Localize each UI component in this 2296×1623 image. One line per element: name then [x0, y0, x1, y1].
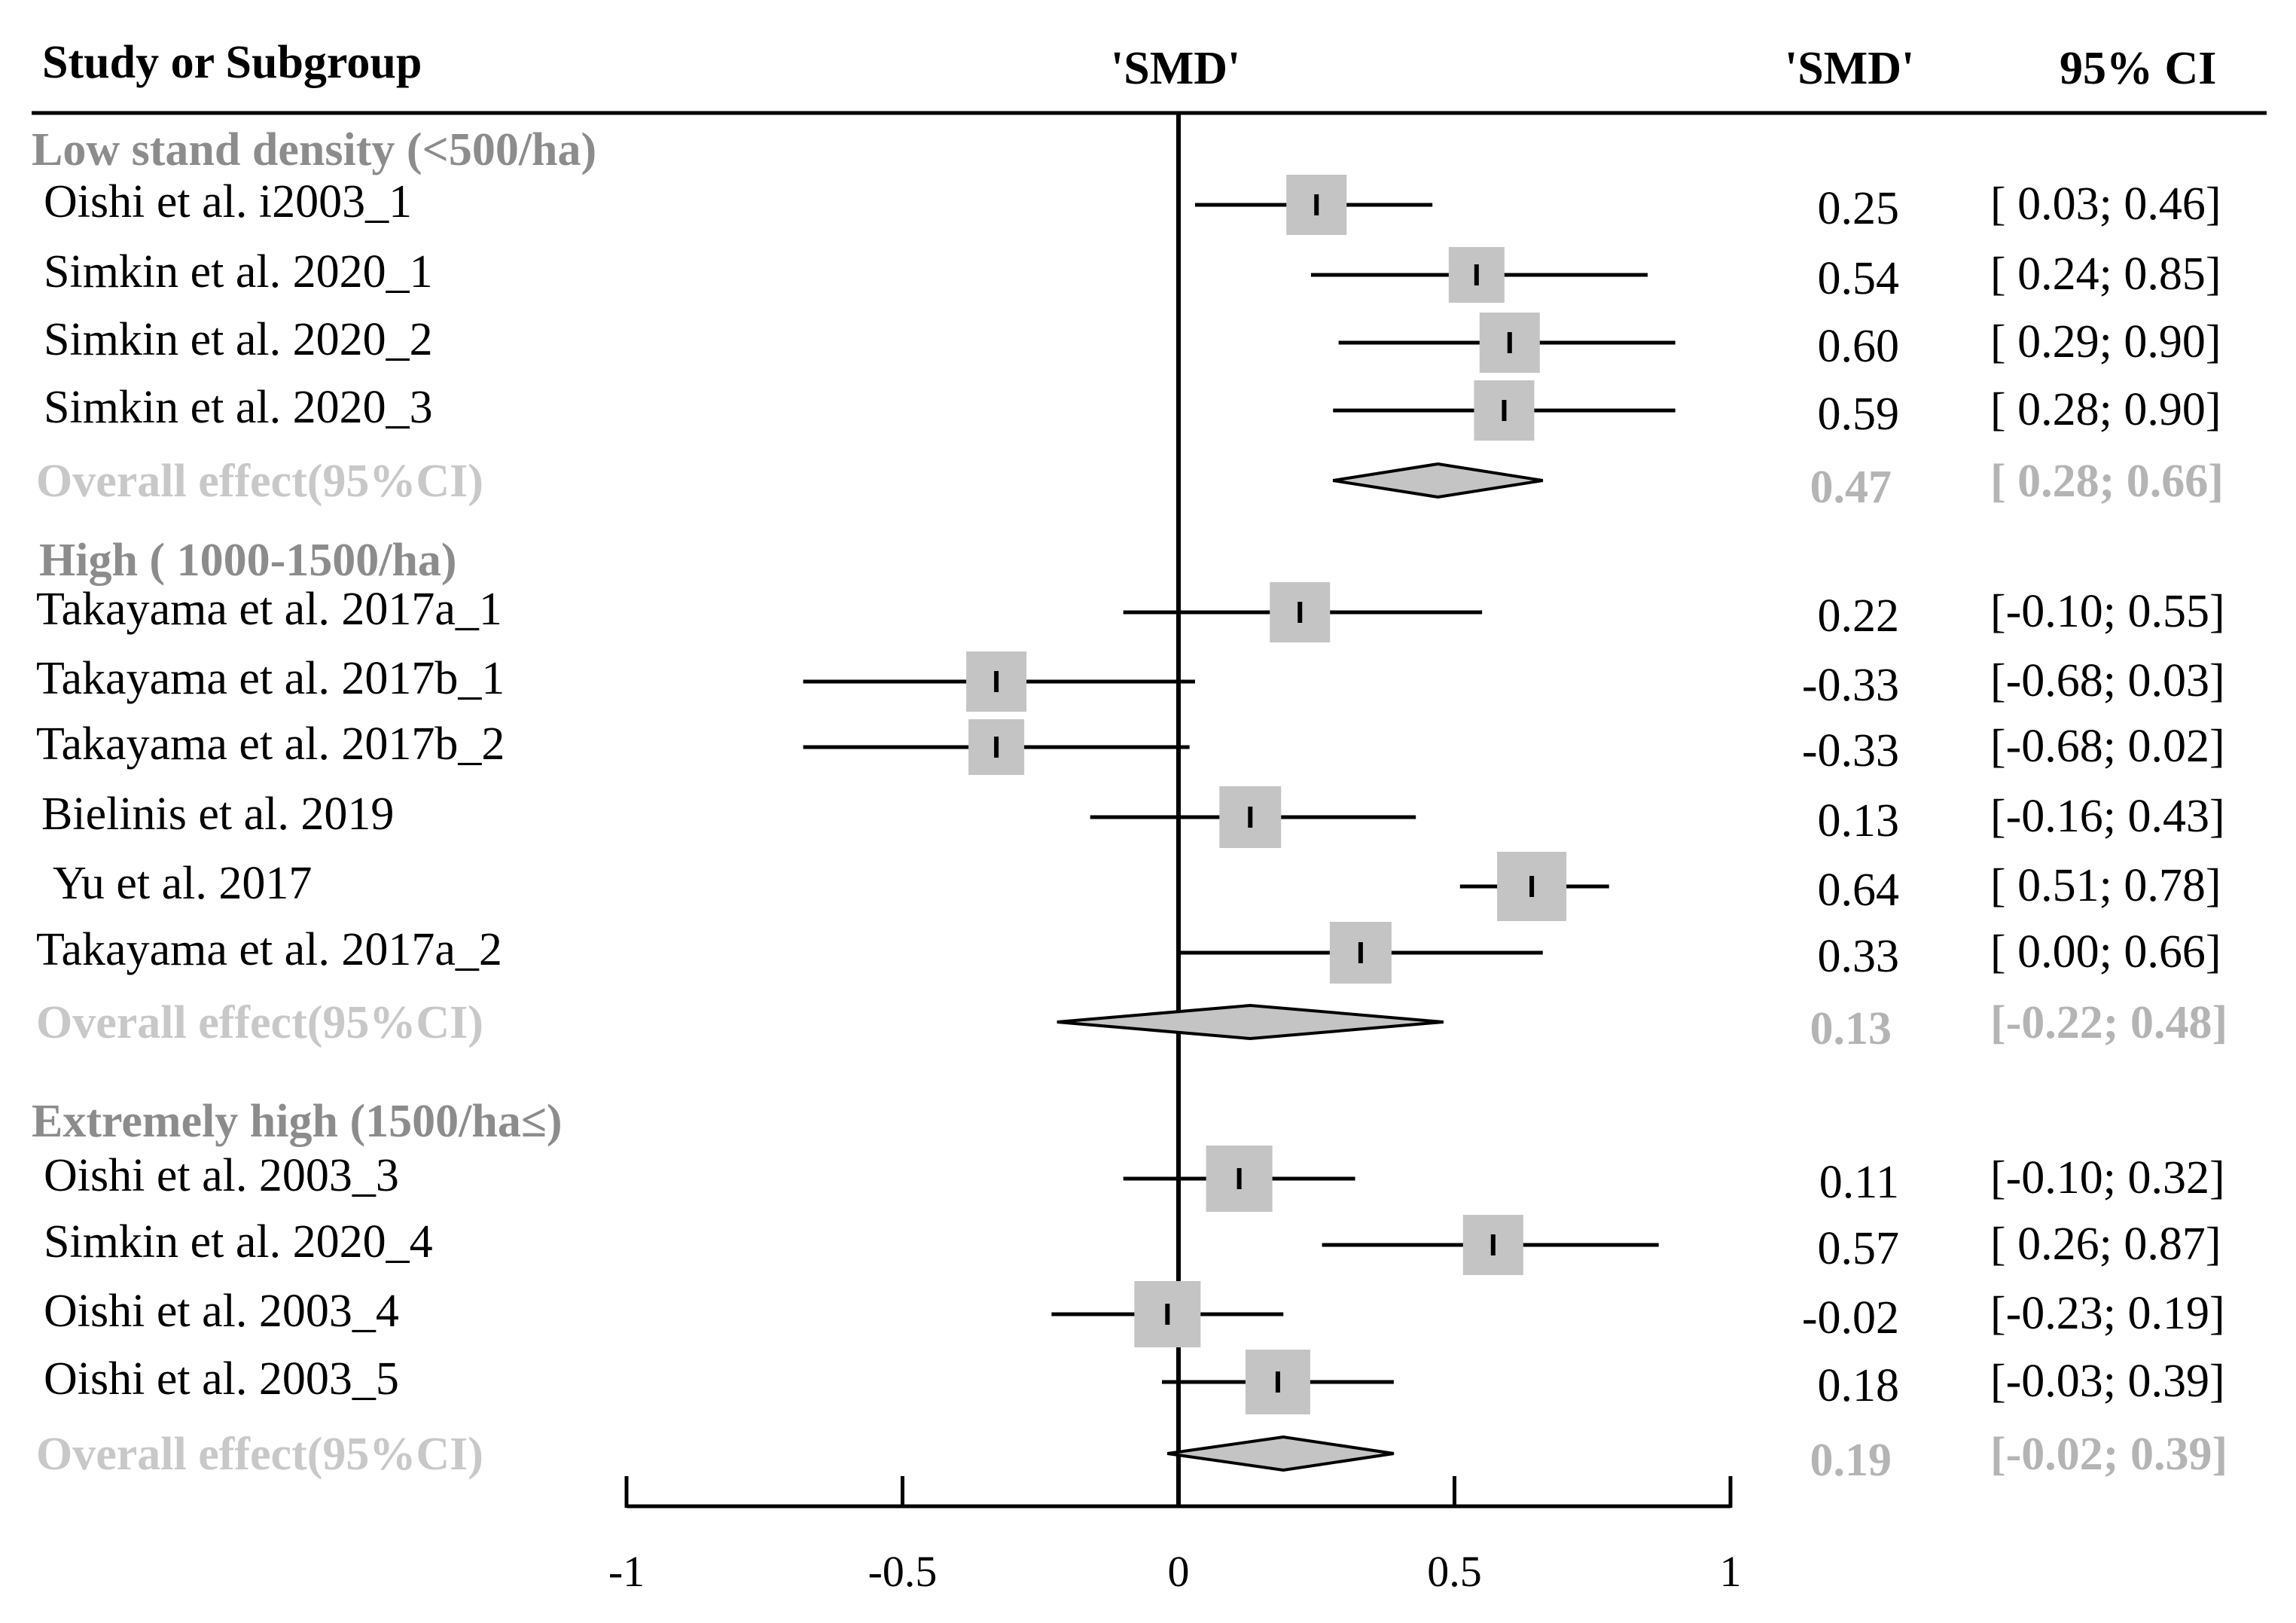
- subgroup-label-2: High ( 1000-1500/ha): [39, 535, 457, 586]
- g2-study-1-name: Takayama et al. 2017a_1: [36, 584, 502, 635]
- g2-study-5-name: Yu et al. 2017: [53, 858, 313, 909]
- g2-study-1-smd-value: 0.22: [1817, 590, 1900, 642]
- g2-study-2-ci-text: [-0.68; 0.03]: [1990, 655, 2225, 706]
- g1-study-1-ci-text: [ 0.03; 0.46]: [1990, 178, 2221, 230]
- g2-study-1-ci-text: [-0.10; 0.55]: [1990, 586, 2225, 637]
- g1-study-4-smd-value: 0.59: [1817, 389, 1900, 440]
- g1-study-2-ci-text: [ 0.24; 0.85]: [1990, 249, 2221, 300]
- g1-study-3-name: Simkin et al. 2020_2: [44, 314, 433, 365]
- g2-study-3-smd-value: -0.33: [1801, 725, 1899, 776]
- g1-overall-diamond: [1332, 462, 1544, 499]
- g1-study-1-name: Oishi et al. i2003_1: [44, 176, 413, 227]
- g2-study-2-smd-value: -0.33: [1801, 660, 1899, 711]
- x-tick-label-1: -1: [608, 1547, 645, 1596]
- x-tick-label-2: -0.5: [867, 1547, 938, 1596]
- g3-study-1-smd-value: 0.11: [1819, 1157, 1899, 1208]
- g3-overall-ci-text: [-0.02; 0.39]: [1990, 1429, 2228, 1480]
- g2-study-5-ci-text: [ 0.51; 0.78]: [1990, 860, 2221, 911]
- g2-study-6-ci-text: [ 0.00; 0.66]: [1990, 926, 2221, 978]
- g2-study-6-name: Takayama et al. 2017a_2: [36, 924, 502, 975]
- g2-study-5-smd-value: 0.64: [1817, 865, 1900, 916]
- g3-study-2-smd-value: 0.57: [1817, 1223, 1900, 1274]
- g3-study-1-name: Oishi et al. 2003_3: [44, 1150, 399, 1201]
- g3-overall-smd-value: 0.19: [1810, 1435, 1892, 1486]
- header-smd: 'SMD': [1785, 43, 1915, 94]
- g2-overall-smd-value: 0.13: [1810, 1003, 1892, 1054]
- g2-overall-ci-text: [-0.22; 0.48]: [1990, 997, 2228, 1048]
- g3-study-4-smd-value: 0.18: [1817, 1360, 1900, 1411]
- g1-study-1-smd-value: 0.25: [1817, 183, 1900, 234]
- g3-study-1-ci-text: [-0.10; 0.32]: [1990, 1152, 2225, 1204]
- g1-study-4-name: Simkin et al. 2020_3: [44, 382, 433, 433]
- g2-study-2-name: Takayama et al. 2017b_1: [36, 653, 505, 704]
- g3-study-3-smd-value: -0.02: [1801, 1292, 1899, 1344]
- g2-study-3-name: Takayama et al. 2017b_2: [36, 718, 505, 770]
- g1-study-2-name: Simkin et al. 2020_1: [44, 246, 433, 297]
- g3-study-3-ci-text: [-0.23; 0.19]: [1990, 1288, 2225, 1339]
- g2-study-3-ci-text: [-0.68; 0.02]: [1990, 721, 2225, 772]
- subgroup-label-3: Extremely high (1500/ha≤): [32, 1096, 563, 1147]
- header-study: Study or Subgroup: [42, 37, 422, 88]
- g2-study-4-smd-value: 0.13: [1817, 795, 1900, 847]
- x-tick-label-5: 1: [1719, 1547, 1742, 1596]
- g3-overall-diamond: [1167, 1435, 1395, 1472]
- g3-study-2-ci-text: [ 0.26; 0.87]: [1990, 1219, 2221, 1270]
- g3-overall-label: Overall effect(95%CI): [36, 1429, 483, 1480]
- subgroup-label-1: Low stand density (<500/ha): [32, 124, 597, 175]
- g3-study-2-name: Simkin et al. 2020_4: [44, 1216, 433, 1268]
- x-tick-label-3: 0: [1167, 1547, 1190, 1596]
- g1-study-4-ci-text: [ 0.28; 0.90]: [1990, 384, 2221, 435]
- g2-study-6-smd-value: 0.33: [1817, 931, 1900, 982]
- g2-overall-diamond: [1057, 1003, 1444, 1041]
- g2-overall-label: Overall effect(95%CI): [36, 997, 483, 1048]
- g2-study-4-name: Bielinis et al. 2019: [41, 789, 395, 840]
- g1-study-2-smd-value: 0.54: [1817, 253, 1900, 304]
- g3-study-4-name: Oishi et al. 2003_5: [44, 1353, 399, 1405]
- g1-overall-smd-value: 0.47: [1810, 462, 1892, 513]
- g1-study-3-smd-value: 0.60: [1817, 321, 1900, 372]
- g1-study-3-ci-text: [ 0.29; 0.90]: [1990, 316, 2221, 368]
- g2-study-4-ci-text: [-0.16; 0.43]: [1990, 791, 2225, 842]
- g1-overall-ci-text: [ 0.28; 0.66]: [1990, 456, 2224, 507]
- header-plot-label: 'SMD': [1111, 43, 1241, 94]
- header-ci: 95% CI: [2060, 43, 2217, 94]
- x-tick-label-4: 0.5: [1427, 1547, 1482, 1596]
- g3-study-4-ci-text: [-0.03; 0.39]: [1990, 1356, 2225, 1407]
- g1-overall-label: Overall effect(95%CI): [36, 456, 483, 507]
- g3-study-3-name: Oishi et al. 2003_4: [44, 1286, 399, 1337]
